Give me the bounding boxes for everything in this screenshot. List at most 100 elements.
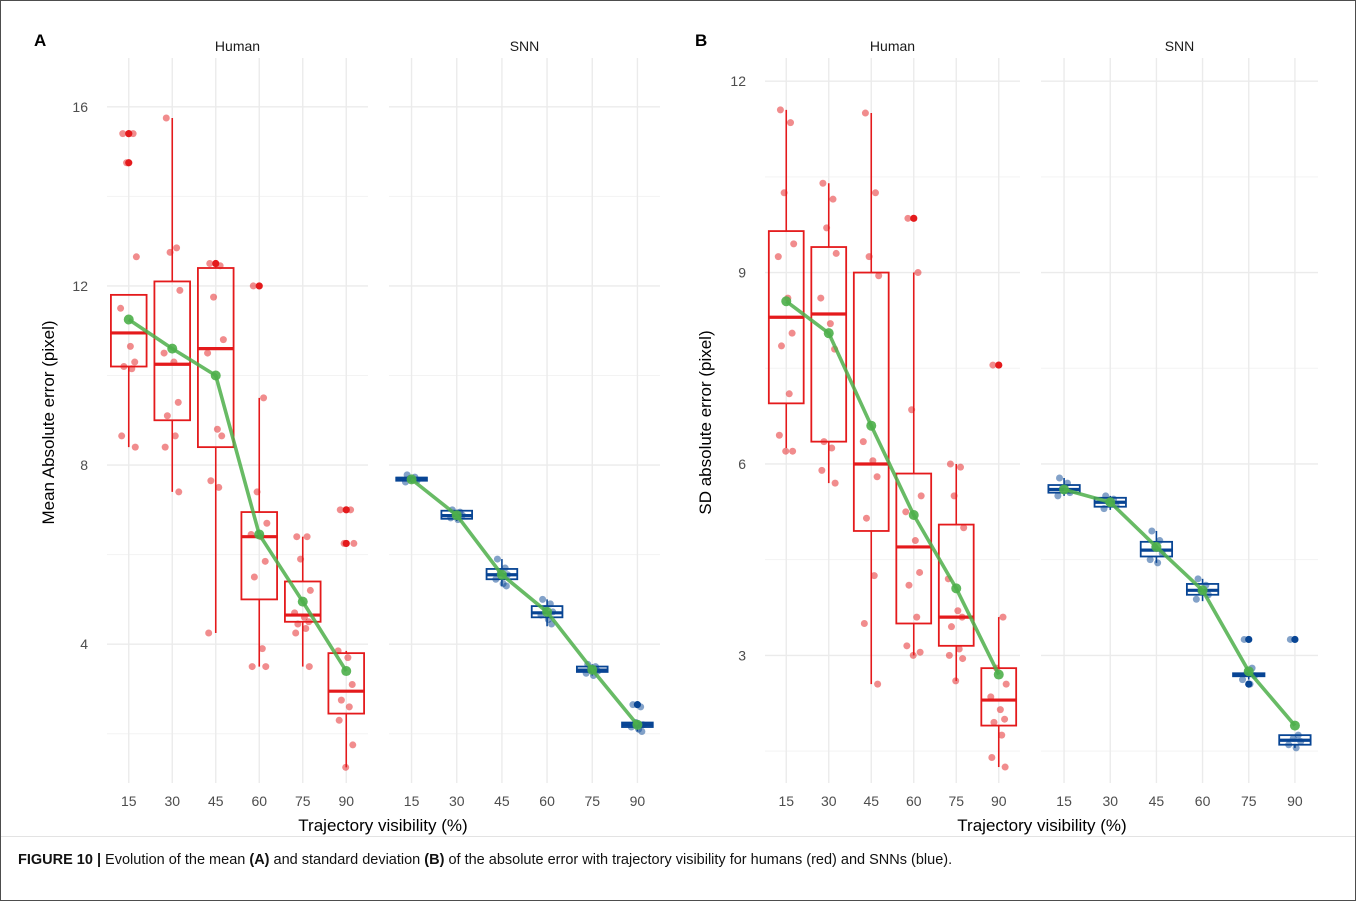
x-tick-label: 90: [338, 793, 354, 809]
data-point: [340, 539, 348, 547]
x-tick-label: 30: [449, 793, 465, 809]
panel-letter: B: [695, 31, 707, 50]
mean-point: [823, 328, 834, 339]
data-point: [305, 618, 313, 626]
data-point: [782, 447, 790, 455]
mean-line: [410, 477, 639, 726]
x-tick-label: 90: [991, 793, 1007, 809]
data-point: [126, 342, 134, 350]
mean-point: [1105, 497, 1116, 508]
data-point: [210, 293, 218, 301]
data-point: [170, 358, 178, 366]
box-iqr: [197, 267, 235, 449]
panel-a: A Mean Absolute error (pixel) 4 8 12 16 Trajec…: [34, 31, 660, 835]
x-tick-label: 45: [863, 793, 879, 809]
data-point: [258, 645, 266, 653]
data-point: [823, 224, 831, 232]
data-point: [348, 680, 356, 688]
facet-strip-label: SNN: [510, 38, 540, 54]
y-tick-label: 8: [80, 457, 88, 473]
data-point: [952, 677, 960, 685]
y-tick-label: 9: [738, 265, 746, 281]
data-point: [345, 703, 353, 711]
chart-canvas: A Mean Absolute error (pixel) 4 8 12 16 Trajec…: [34, 31, 1318, 835]
data-point: [1154, 559, 1162, 567]
box-outlier: [995, 361, 1003, 369]
data-point: [998, 731, 1006, 739]
x-tick-label: 75: [948, 793, 964, 809]
data-point: [1297, 738, 1305, 746]
data-point: [904, 214, 912, 222]
data-point: [913, 613, 921, 621]
y-axis-label: SD absolute error (pixel): [696, 330, 715, 514]
x-tick-label: 75: [295, 793, 311, 809]
box-iqr: [937, 523, 975, 647]
data-point: [1146, 556, 1154, 564]
data-point: [865, 253, 873, 261]
data-point: [117, 304, 125, 312]
mean-point: [632, 719, 643, 730]
data-point: [817, 294, 825, 302]
data-point: [163, 412, 171, 420]
data-point: [859, 438, 867, 446]
data-point: [166, 248, 174, 256]
data-point: [914, 269, 922, 277]
data-point: [344, 654, 352, 662]
data-point: [785, 390, 793, 398]
y-tick-label: 6: [738, 456, 746, 472]
x-axis-label: Trajectory visibility (%): [957, 816, 1126, 835]
data-point: [996, 706, 1004, 714]
data-point: [336, 506, 344, 514]
data-point: [860, 619, 868, 627]
x-tick-label: 45: [1149, 793, 1165, 809]
data-point: [909, 651, 917, 659]
x-tick-label: 60: [251, 793, 267, 809]
mean-point: [496, 569, 507, 580]
data-point: [305, 663, 313, 671]
data-point: [818, 466, 826, 474]
data-point: [790, 240, 798, 248]
data-point: [987, 693, 995, 701]
data-point: [347, 506, 355, 514]
data-point: [1002, 680, 1010, 688]
data-point: [294, 620, 302, 628]
data-point: [248, 663, 256, 671]
mean-point: [1151, 541, 1162, 552]
data-point: [213, 425, 221, 433]
data-point: [875, 272, 883, 280]
x-tick-label: 60: [906, 793, 922, 809]
facet-human: Human 15 30 45 60 75 90: [107, 38, 368, 809]
data-point: [206, 260, 214, 268]
data-point: [292, 629, 300, 637]
data-point: [204, 349, 212, 357]
facet-strip-label: SNN: [1165, 38, 1195, 54]
x-tick-label: 15: [1056, 793, 1072, 809]
mean-point: [542, 606, 553, 617]
data-point: [1286, 635, 1294, 643]
caption-text-2: and standard deviation: [269, 852, 425, 868]
box-iqr: [153, 280, 191, 422]
data-point: [873, 473, 881, 481]
facet-snn: SNN 15 30 45 60 75 90: [1041, 38, 1318, 809]
x-tick-label: 60: [1195, 793, 1211, 809]
y-tick-label: 3: [738, 647, 746, 663]
data-point: [789, 447, 797, 455]
data-point: [916, 568, 924, 576]
data-point: [546, 600, 554, 608]
data-point: [261, 557, 269, 565]
mean-point: [167, 343, 178, 354]
data-point: [911, 537, 919, 545]
caption-bold-a: (A): [249, 852, 270, 868]
mean-point: [1243, 666, 1254, 677]
y-axis-label: Mean Absolute error (pixel): [39, 320, 58, 524]
data-point: [1239, 676, 1247, 684]
data-point: [872, 189, 879, 197]
caption-divider: [1, 836, 1355, 837]
mean-point: [1197, 585, 1208, 596]
mean-line: [127, 318, 348, 672]
data-point: [862, 514, 870, 522]
data-point: [119, 130, 127, 138]
mean-point: [341, 666, 352, 677]
data-point: [1102, 492, 1110, 500]
data-point: [947, 623, 955, 631]
